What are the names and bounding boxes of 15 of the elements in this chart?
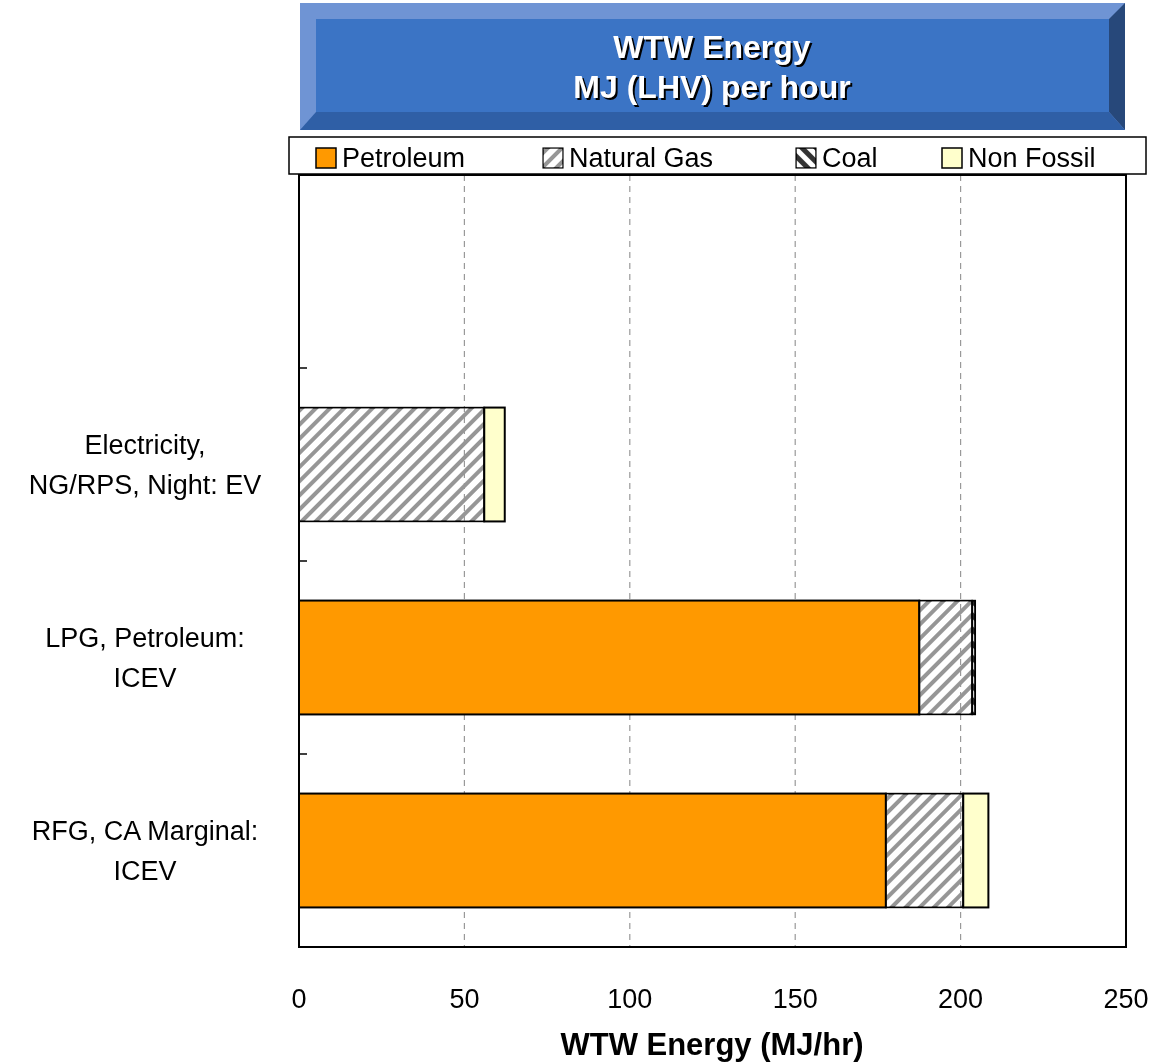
legend-label: Petroleum [342, 143, 466, 173]
chart-title: WTW Energy MJ (LHV) per hour [573, 29, 851, 105]
x-axis-title: WTW Energy (MJ/hr) [560, 1027, 864, 1062]
x-tick-label: 0 [291, 984, 307, 1014]
legend-label: Non Fossil [968, 143, 1096, 173]
y-tick-label: RFG, CA Marginal: ICEV [31, 815, 259, 886]
y-tick-label: LPG, Petroleum: ICEV [45, 622, 245, 693]
legend-label: Natural Gas [569, 143, 714, 173]
legend-label: Coal [822, 143, 878, 173]
x-tick-label: 100 [607, 984, 653, 1014]
x-tick-label: 200 [938, 984, 984, 1014]
x-tick-label: 250 [1103, 984, 1149, 1014]
y-tick-label: Electricity, NG/RPS, Night: EV [28, 429, 262, 500]
x-tick-label: 50 [449, 984, 480, 1014]
x-tick-label: 150 [772, 984, 818, 1014]
